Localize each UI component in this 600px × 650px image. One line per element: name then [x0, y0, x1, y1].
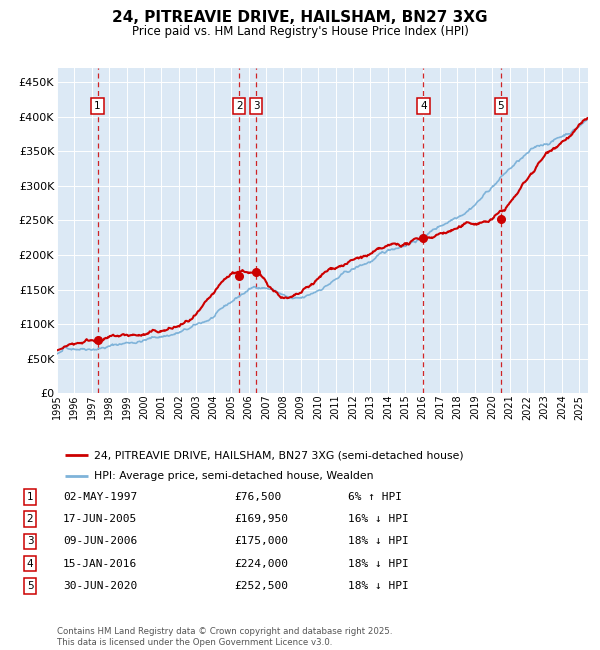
Text: 18% ↓ HPI: 18% ↓ HPI: [348, 580, 409, 591]
Text: £224,000: £224,000: [234, 558, 288, 569]
Text: 1: 1: [26, 492, 34, 502]
Text: £169,950: £169,950: [234, 514, 288, 525]
Text: 1: 1: [94, 101, 101, 111]
Text: 5: 5: [497, 101, 504, 111]
Text: 24, PITREAVIE DRIVE, HAILSHAM, BN27 3XG (semi-detached house): 24, PITREAVIE DRIVE, HAILSHAM, BN27 3XG …: [94, 450, 463, 460]
Text: Price paid vs. HM Land Registry's House Price Index (HPI): Price paid vs. HM Land Registry's House …: [131, 25, 469, 38]
Text: 18% ↓ HPI: 18% ↓ HPI: [348, 558, 409, 569]
Text: Contains HM Land Registry data © Crown copyright and database right 2025.
This d: Contains HM Land Registry data © Crown c…: [57, 627, 392, 647]
Text: 2: 2: [26, 514, 34, 525]
Text: 5: 5: [26, 580, 34, 591]
Text: 17-JUN-2005: 17-JUN-2005: [63, 514, 137, 525]
Text: 02-MAY-1997: 02-MAY-1997: [63, 492, 137, 502]
Text: 6% ↑ HPI: 6% ↑ HPI: [348, 492, 402, 502]
Text: 4: 4: [420, 101, 427, 111]
Text: £76,500: £76,500: [234, 492, 281, 502]
Text: HPI: Average price, semi-detached house, Wealden: HPI: Average price, semi-detached house,…: [94, 471, 373, 480]
Text: 24, PITREAVIE DRIVE, HAILSHAM, BN27 3XG: 24, PITREAVIE DRIVE, HAILSHAM, BN27 3XG: [112, 10, 488, 25]
Text: £175,000: £175,000: [234, 536, 288, 547]
Text: 09-JUN-2006: 09-JUN-2006: [63, 536, 137, 547]
Text: 30-JUN-2020: 30-JUN-2020: [63, 580, 137, 591]
Text: 15-JAN-2016: 15-JAN-2016: [63, 558, 137, 569]
Text: 3: 3: [253, 101, 259, 111]
Text: £252,500: £252,500: [234, 580, 288, 591]
Text: 16% ↓ HPI: 16% ↓ HPI: [348, 514, 409, 525]
Text: 18% ↓ HPI: 18% ↓ HPI: [348, 536, 409, 547]
Text: 2: 2: [236, 101, 242, 111]
Text: 3: 3: [26, 536, 34, 547]
Text: 4: 4: [26, 558, 34, 569]
